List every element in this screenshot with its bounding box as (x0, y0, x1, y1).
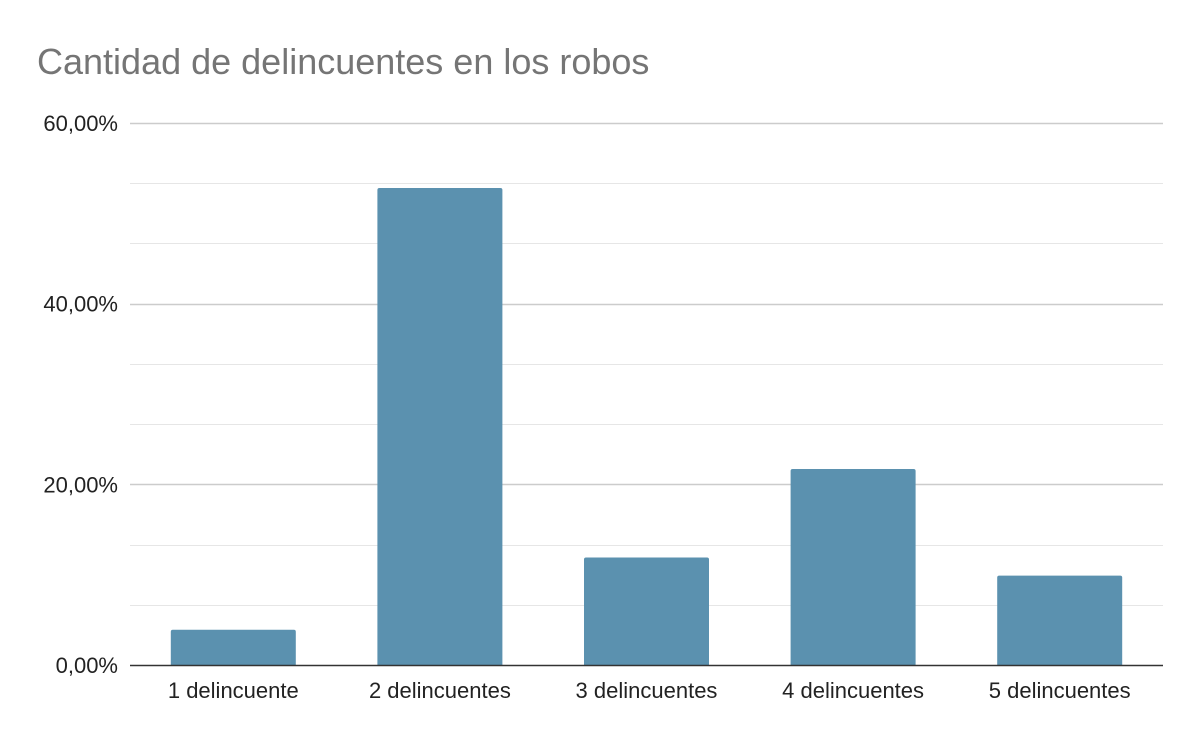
x-tick-label: 2 delincuentes (369, 678, 511, 703)
bar-3 (584, 557, 709, 665)
y-tick-label: 0,00% (56, 653, 118, 678)
y-axis: 0,00% 20,00% 40,00% 60,00% (43, 111, 118, 678)
y-tick-label: 40,00% (43, 292, 118, 317)
chart-title: Cantidad de delincuentes en los robos (37, 41, 649, 82)
gridlines (130, 122, 1163, 606)
x-tick-label: 3 delincuentes (576, 678, 718, 703)
y-tick-label: 60,00% (43, 111, 118, 136)
bar-4 (790, 468, 916, 665)
bar-5 (997, 575, 1123, 665)
x-tick-label: 5 delincuentes (989, 678, 1131, 703)
x-tick-label: 4 delincuentes (782, 678, 924, 703)
x-axis: 1 delincuente 2 delincuentes 3 delincuente… (130, 664, 1163, 703)
bar-2 (377, 188, 503, 666)
y-tick-label: 20,00% (43, 472, 118, 497)
bar-1 (170, 629, 296, 665)
bars (170, 188, 1123, 666)
x-tick-label: 1 delincuente (168, 678, 299, 703)
